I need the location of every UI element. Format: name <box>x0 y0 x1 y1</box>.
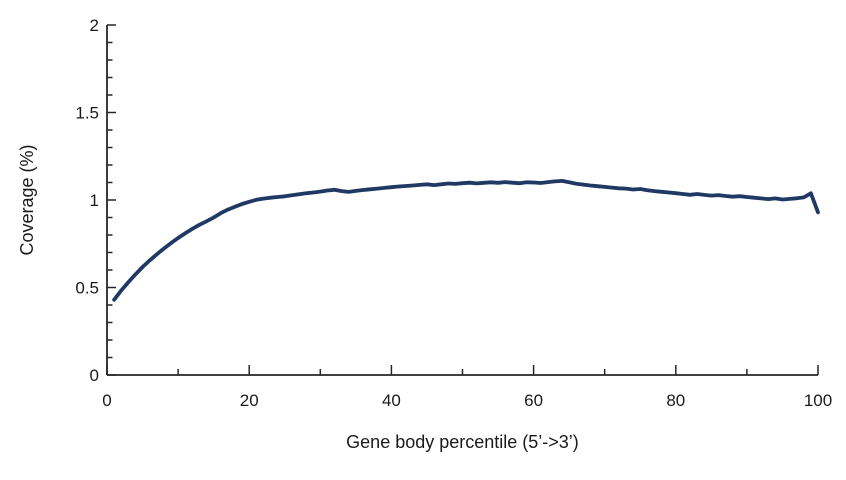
y-axis-title: Coverage (%) <box>17 144 37 256</box>
x-tick-label: 100 <box>804 391 832 410</box>
y-tick-label: 0.5 <box>75 279 99 298</box>
y-tick-label: 1.5 <box>75 104 99 123</box>
x-tick-label: 40 <box>382 391 401 410</box>
x-tick-label: 20 <box>240 391 259 410</box>
y-tick-label: 2 <box>90 16 99 35</box>
x-axis-title: Gene body percentile (5’->3’) <box>346 432 579 452</box>
x-tick-label: 0 <box>102 391 111 410</box>
x-tick-label: 60 <box>524 391 543 410</box>
coverage-line <box>112 179 820 302</box>
y-tick-label: 0 <box>90 366 99 385</box>
x-tick-label: 80 <box>666 391 685 410</box>
y-tick-label: 1 <box>90 191 99 210</box>
